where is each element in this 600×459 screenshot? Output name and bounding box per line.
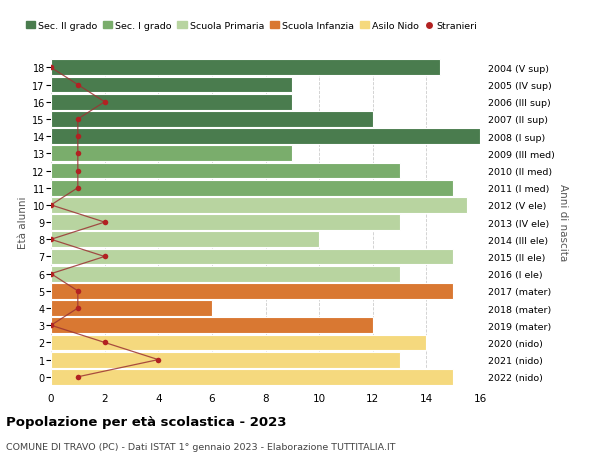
Bar: [51, 146, 292, 162]
Y-axis label: Anni di nascita: Anni di nascita: [559, 184, 568, 261]
Bar: [51, 249, 453, 265]
Point: [46, 270, 56, 278]
Bar: [51, 129, 480, 145]
Bar: [51, 60, 440, 76]
Bar: [51, 369, 453, 385]
Point: [154, 356, 163, 364]
Text: Popolazione per età scolastica - 2023: Popolazione per età scolastica - 2023: [6, 415, 287, 428]
Point: [100, 253, 109, 261]
Point: [46, 322, 56, 329]
Legend: Sec. II grado, Sec. I grado, Scuola Primaria, Scuola Infanzia, Asilo Nido, Stran: Sec. II grado, Sec. I grado, Scuola Prim…: [26, 22, 478, 31]
Point: [73, 305, 83, 312]
Point: [73, 168, 83, 175]
Point: [46, 202, 56, 209]
Bar: [51, 318, 373, 333]
Bar: [51, 335, 427, 351]
Point: [100, 219, 109, 226]
Bar: [51, 283, 453, 299]
Bar: [51, 78, 292, 93]
Bar: [51, 266, 400, 282]
Bar: [51, 95, 292, 111]
Bar: [51, 301, 212, 316]
Point: [73, 185, 83, 192]
Bar: [51, 215, 400, 230]
Bar: [51, 232, 319, 248]
Point: [100, 339, 109, 347]
Point: [73, 133, 83, 140]
Bar: [51, 197, 467, 213]
Point: [73, 82, 83, 89]
Point: [100, 99, 109, 106]
Point: [46, 65, 56, 72]
Point: [73, 151, 83, 158]
Y-axis label: Età alunni: Età alunni: [18, 196, 28, 249]
Bar: [51, 112, 373, 128]
Point: [73, 373, 83, 381]
Bar: [51, 180, 453, 196]
Point: [73, 116, 83, 123]
Bar: [51, 352, 400, 368]
Point: [73, 287, 83, 295]
Text: COMUNE DI TRAVO (PC) - Dati ISTAT 1° gennaio 2023 - Elaborazione TUTTITALIA.IT: COMUNE DI TRAVO (PC) - Dati ISTAT 1° gen…: [6, 442, 395, 451]
Bar: [51, 163, 400, 179]
Point: [46, 236, 56, 243]
